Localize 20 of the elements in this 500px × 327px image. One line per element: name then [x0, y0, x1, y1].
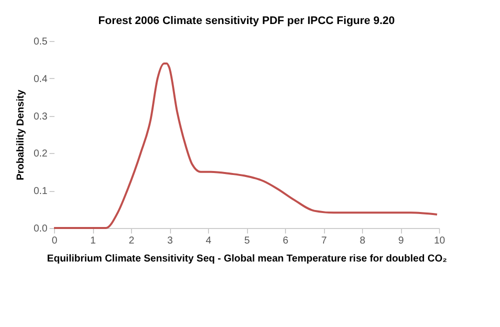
x-tick-label: 3	[167, 236, 174, 246]
y-tick-label: 0.2	[34, 148, 48, 160]
y-axis-title: Probability Density	[16, 89, 27, 180]
x-tick-label: 6	[282, 236, 289, 246]
x-tick-label: 0	[52, 236, 58, 246]
x-tick-label: 4	[206, 236, 212, 246]
x-tick-label: 9	[398, 236, 404, 246]
y-tick-label: 0.0	[34, 224, 48, 234]
y-tick-label: 0.3	[34, 111, 48, 122]
x-tick-label: 10	[434, 236, 446, 246]
x-tick-label: 5	[244, 236, 250, 246]
y-tick-label: 0.1	[34, 186, 48, 198]
x-tick-label: 1	[90, 236, 96, 246]
x-tick-label: 8	[360, 236, 366, 246]
y-tick-label: 0.4	[34, 74, 48, 85]
x-axis-title: Equilibrium Climate Sensitivity Seq - Global mean Temperature rise for doubled CO₂	[47, 254, 447, 264]
y-tick-label: 0.5	[34, 36, 48, 48]
x-tick-label: 2	[128, 236, 135, 246]
chart-title: Forest 2006 Climate sensitivity PDF per IPCC Figure 9.20	[98, 15, 395, 27]
x-tick-label: 7	[321, 236, 328, 246]
